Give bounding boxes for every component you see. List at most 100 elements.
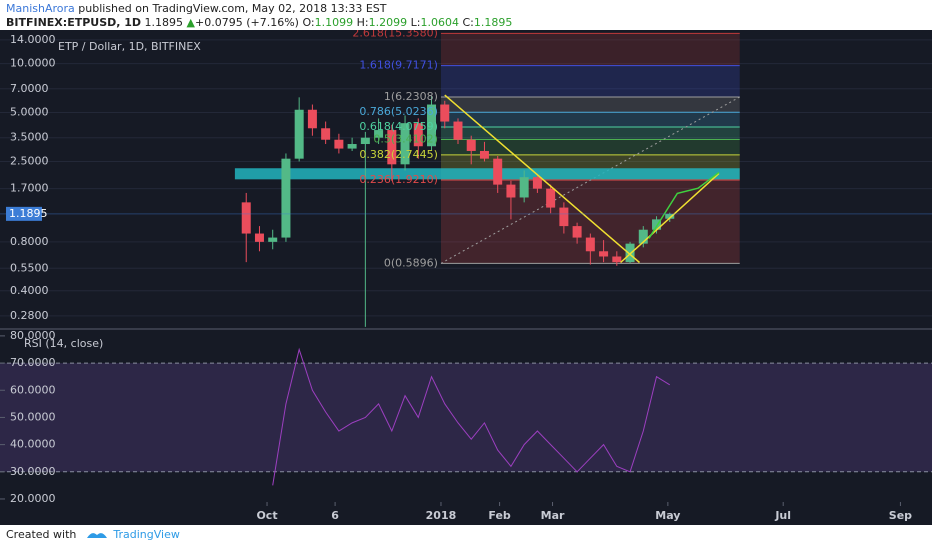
symbol: BITFINEX:ETPUSD, 1D — [6, 16, 142, 29]
candle-body — [466, 139, 476, 151]
candle-body — [559, 207, 569, 227]
y-tick-label: 5.0000 — [10, 106, 49, 119]
y-tick-label: 50.0000 — [10, 410, 56, 423]
y-tick-label: 0.4000 — [10, 284, 49, 297]
low: 1.0604 — [420, 16, 459, 29]
candle-body — [360, 137, 370, 145]
candle-body — [387, 130, 397, 165]
fib-label: 0.382(2.7445) — [359, 148, 438, 161]
candle-body — [532, 177, 542, 189]
candle-body — [546, 188, 556, 208]
publish-line: ManishArora published on TradingView.com… — [6, 2, 386, 15]
last-price-box — [6, 206, 42, 221]
candle-body — [585, 237, 595, 252]
fib-label: 0.236(1.9210) — [359, 173, 438, 186]
h-label: H: — [356, 16, 369, 29]
x-tick-label: 6 — [331, 509, 339, 522]
candle-body — [374, 130, 384, 138]
y-tick-label: 10.0000 — [10, 57, 56, 70]
candle-body — [599, 251, 609, 257]
candle-body — [427, 104, 437, 147]
fib-label: 0(0.5896) — [384, 256, 438, 269]
candle-body — [400, 123, 410, 165]
candle-body — [612, 256, 622, 263]
candle-body — [347, 144, 357, 149]
chart: 14.0000 10.0000 7.0000 5.0000 3.5000 2.5000 1.… — [0, 30, 932, 525]
fib-label: 0.786(5.0236) — [359, 105, 438, 118]
candle-body — [519, 177, 529, 198]
o-label: O: — [302, 16, 315, 29]
brand[interactable]: TradingView — [113, 528, 180, 541]
candle-body — [638, 229, 648, 244]
created-with: Created with — [6, 528, 77, 541]
y-tick-label: 20.0000 — [10, 492, 56, 505]
x-tick-label: Mar — [541, 509, 565, 522]
y-tick-label: 2.5000 — [10, 154, 49, 167]
fib-label: 0.618(4.0759) — [359, 120, 438, 133]
candle-body — [334, 139, 344, 149]
candle-body — [307, 109, 317, 129]
high: 1.2099 — [368, 16, 408, 29]
candle-body — [506, 184, 516, 198]
y-tick-label: 80.0000 — [10, 329, 56, 342]
y-tick-label: 0.8000 — [10, 235, 49, 248]
header: ManishArora published on TradingView.com… — [0, 0, 932, 30]
symbol-line: BITFINEX:ETPUSD, 1D 1.1895 ▲+0.0795 (+7.… — [6, 16, 512, 29]
trendline — [444, 94, 640, 264]
arrow: ▲ — [186, 16, 196, 29]
y-tick-label: 7.0000 — [10, 82, 49, 95]
last: 1.1895 — [144, 16, 184, 29]
fib-label: 1.618(9.7171) — [359, 59, 438, 72]
last-price-label: 1.1895 — [9, 207, 48, 220]
footer: Created with TradingView — [6, 528, 180, 541]
fib-zone — [440, 112, 740, 127]
candle-body — [321, 128, 331, 140]
y-tick-label: 14.0000 — [10, 33, 56, 46]
candle-body — [413, 123, 423, 147]
candle-body — [440, 104, 450, 122]
close: 1.1895 — [473, 16, 513, 29]
l-label: L: — [410, 16, 421, 29]
y-tick-label: 70.0000 — [10, 356, 56, 369]
x-tick-label: Feb — [488, 509, 511, 522]
fib-label: 0.5(3.4102) — [373, 133, 438, 146]
y-tick-label: 1.7000 — [10, 182, 49, 195]
fib-label: 1(6.2308) — [384, 90, 438, 103]
logo-shape — [86, 533, 107, 538]
fib-zone — [440, 139, 740, 155]
candle-body — [652, 219, 662, 230]
x-tick-label: 2018 — [426, 509, 457, 522]
candle-body — [625, 243, 635, 263]
candle-body — [268, 237, 278, 242]
fib-label: 2.618(15.3580) — [352, 30, 438, 39]
y-tick-label: 0.5500 — [10, 261, 49, 274]
author[interactable]: ManishArora — [6, 2, 75, 15]
y-tick-label: 40.0000 — [10, 438, 56, 451]
chart-title: ETP / Dollar, 1D, BITFINEX — [58, 40, 201, 53]
candle-body — [294, 109, 304, 159]
logo — [86, 533, 107, 538]
change: +0.0795 (+7.16%) — [195, 16, 299, 29]
open: 1.1099 — [314, 16, 354, 29]
candle-body — [254, 233, 264, 242]
x-tick-label: Sep — [889, 509, 912, 522]
x-tick-label: May — [655, 509, 680, 522]
candle-body — [281, 158, 291, 238]
rsi-line — [272, 347, 671, 486]
fib-zone — [440, 96, 740, 113]
candle-body — [493, 158, 503, 185]
trendline — [620, 172, 720, 264]
y-tick-label: 3.5000 — [10, 131, 49, 144]
fib-zone — [440, 33, 740, 66]
candle-body — [453, 121, 463, 140]
fib-zone — [440, 126, 740, 140]
x-tick-label: Jul — [774, 509, 791, 522]
y-tick-label: 60.0000 — [10, 383, 56, 396]
candle-body — [241, 202, 251, 234]
x-tick-label: Oct — [256, 509, 277, 522]
rsi-title: RSI (14, close) — [24, 337, 103, 350]
c-label: C: — [462, 16, 474, 29]
candle-body — [572, 226, 582, 238]
y-tick-label: 0.2800 — [10, 309, 49, 322]
